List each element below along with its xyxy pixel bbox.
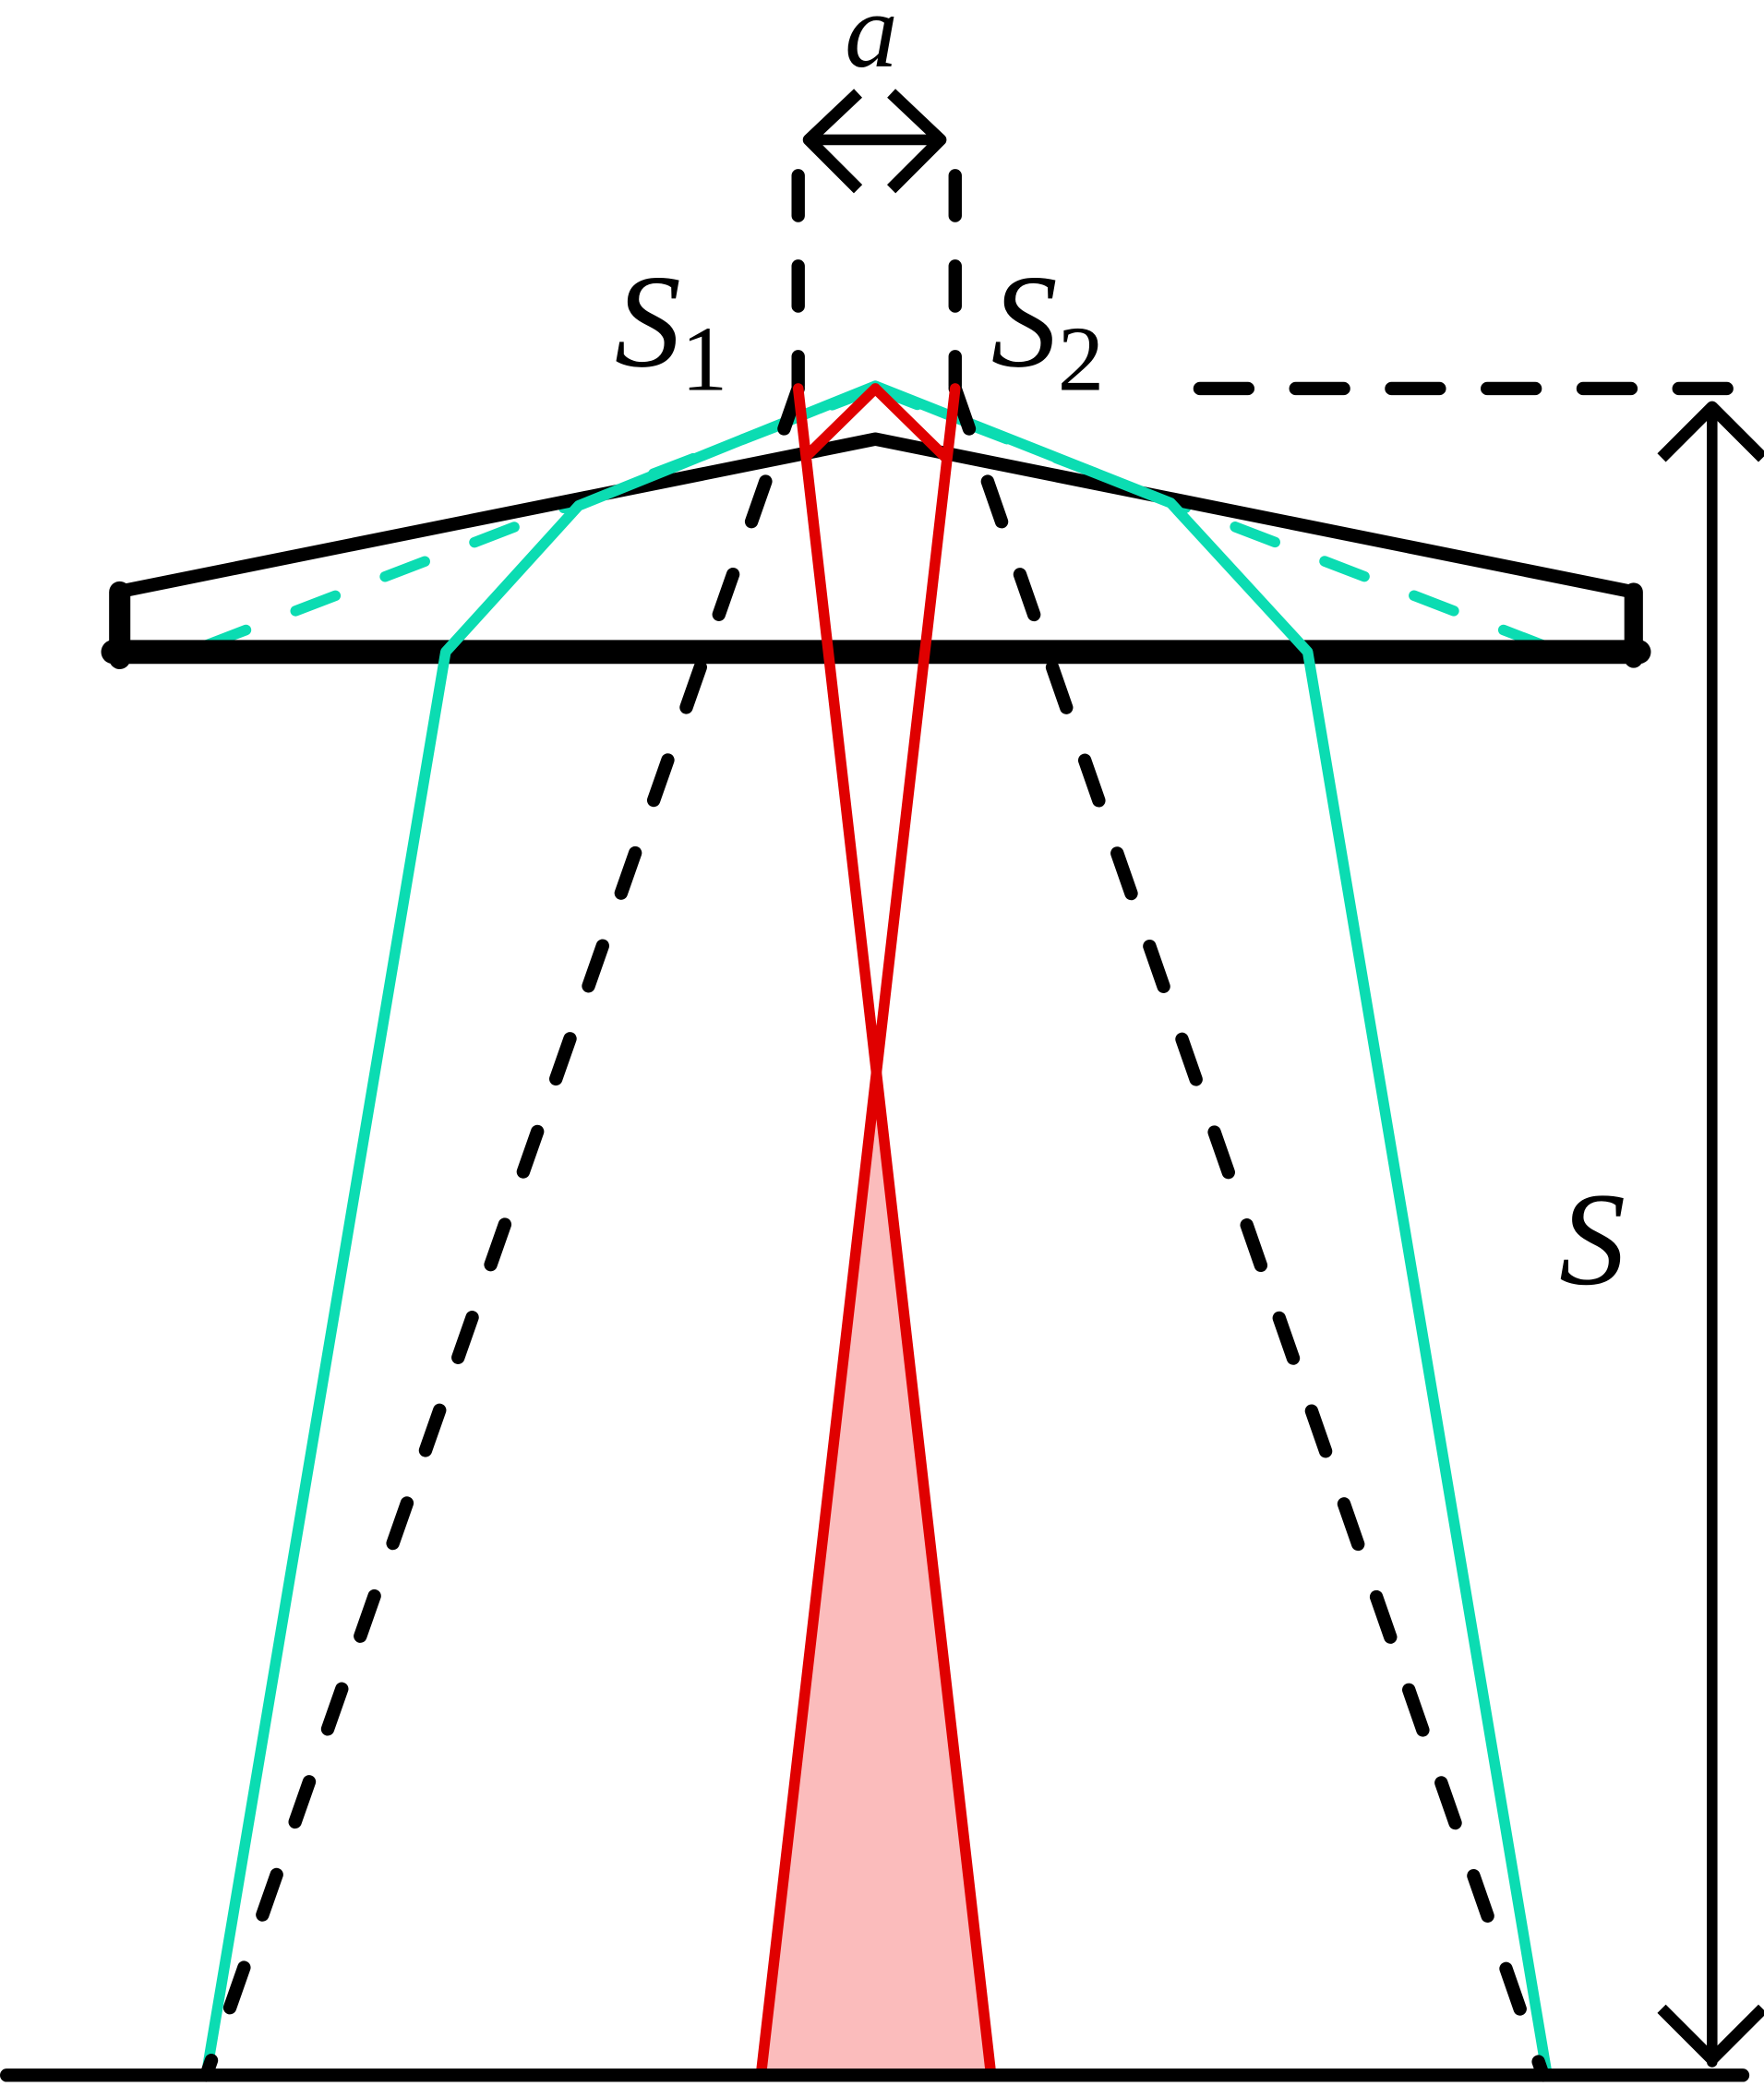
arrow-head <box>887 89 947 194</box>
prism-top <box>110 432 1640 599</box>
label-distance: S <box>1559 1167 1626 1313</box>
red-ray-2 <box>755 383 961 2081</box>
label-s1: S1 <box>615 248 728 410</box>
subscript: 1 <box>681 306 727 410</box>
red-apex <box>800 383 950 462</box>
label-a: a <box>845 0 898 90</box>
label-s2: S2 <box>991 248 1104 410</box>
arrow-head <box>1657 401 1764 462</box>
subscript: 2 <box>1058 306 1104 410</box>
symbol: S <box>615 248 681 395</box>
symbol: S <box>991 248 1058 395</box>
arrow-head <box>1657 2004 1764 2066</box>
source2-ray <box>948 381 1550 2082</box>
overlap-region <box>761 1068 991 2076</box>
source1-ray <box>199 381 805 2082</box>
red-ray-1 <box>792 383 997 2081</box>
arrow-head <box>802 89 863 194</box>
